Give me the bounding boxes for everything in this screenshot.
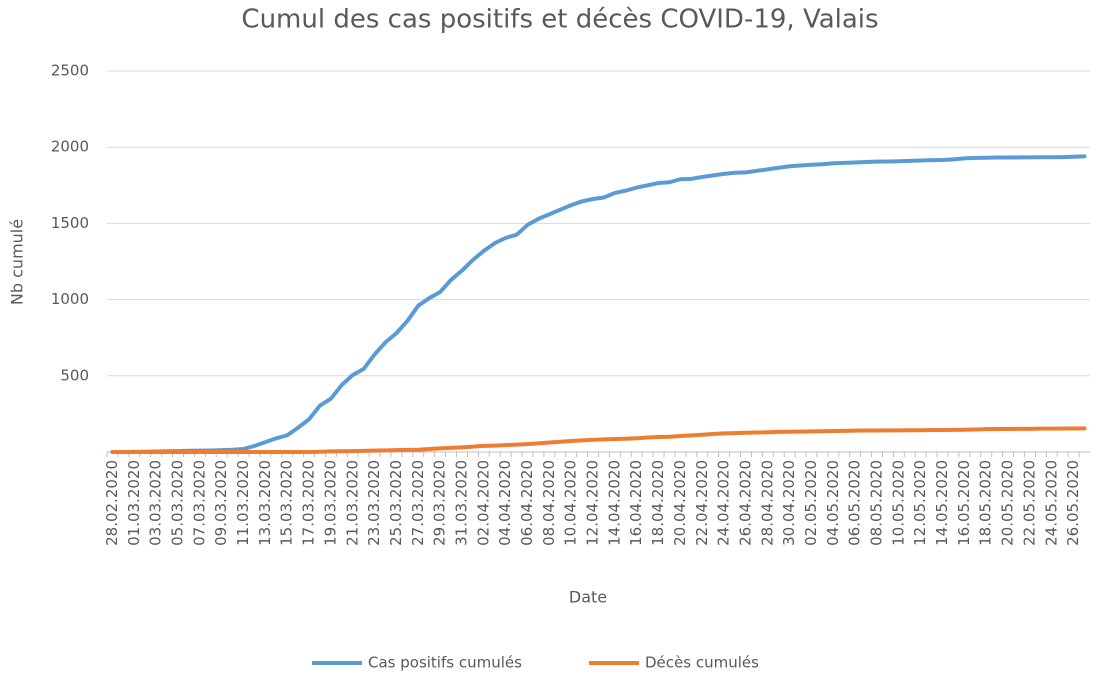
x-tick-label: 02.04.2020: [474, 460, 492, 546]
x-tick-label: 03.03.2020: [147, 460, 165, 546]
x-tick-label: 15.03.2020: [278, 460, 296, 546]
x-tick-label: 05.03.2020: [168, 460, 186, 546]
x-tick-label: 12.04.2020: [584, 460, 602, 546]
legend-label: Cas positifs cumulés: [368, 654, 522, 672]
x-tick-label: 02.05.2020: [802, 460, 820, 546]
series-line: [110, 426, 1087, 454]
x-tick-label: 06.05.2020: [846, 460, 864, 546]
x-tick-label: 14.04.2020: [605, 460, 623, 546]
x-tick-label: 12.05.2020: [911, 460, 929, 546]
x-tick-label: 20.04.2020: [671, 460, 689, 546]
series-line: [110, 154, 1087, 454]
x-tick-label: 10.05.2020: [889, 460, 907, 546]
x-tick-label: 11.03.2020: [234, 460, 252, 546]
x-tick-label: 27.03.2020: [409, 460, 427, 546]
x-tick-label: 18.05.2020: [977, 460, 995, 546]
y-tick-label: 2000: [51, 138, 89, 156]
x-tick-label: 24.04.2020: [715, 460, 733, 546]
x-tick-label: 29.03.2020: [431, 460, 449, 546]
x-tick-label: 30.04.2020: [780, 460, 798, 546]
y-tick-label: 2500: [51, 62, 89, 80]
x-tick-label: 13.03.2020: [256, 460, 274, 546]
x-tick-label: 26.05.2020: [1064, 460, 1082, 546]
x-tick-label: 18.04.2020: [649, 460, 667, 546]
x-tick-label: 04.05.2020: [824, 460, 842, 546]
x-tick-label: 31.03.2020: [452, 460, 470, 546]
x-tick-label: 21.03.2020: [343, 460, 361, 546]
x-tick-label: 23.03.2020: [365, 460, 383, 546]
x-tick-label: 14.05.2020: [933, 460, 951, 546]
x-tick-label: 22.04.2020: [693, 460, 711, 546]
y-tick-label: 1500: [51, 214, 89, 232]
x-tick-label: 10.04.2020: [562, 460, 580, 546]
x-tick-label: 28.02.2020: [103, 460, 121, 546]
x-tick-label: 22.05.2020: [1020, 460, 1038, 546]
x-tick-label: 09.03.2020: [212, 460, 230, 546]
x-tick-label: 07.03.2020: [190, 460, 208, 546]
legend-label: Décès cumulés: [645, 654, 759, 672]
chart-title: Cumul des cas positifs et décès COVID-19…: [241, 5, 878, 35]
x-tick-label: 08.05.2020: [868, 460, 886, 546]
y-tick-label: 500: [60, 366, 89, 384]
x-tick-label: 16.04.2020: [627, 460, 645, 546]
x-tick-label: 20.05.2020: [999, 460, 1017, 546]
y-axis-title: Nb cumulé: [8, 219, 27, 305]
x-tick-label: 04.04.2020: [496, 460, 514, 546]
x-tick-label: 17.03.2020: [300, 460, 318, 546]
x-tick-label: 16.05.2020: [955, 460, 973, 546]
x-tick-label: 01.03.2020: [125, 460, 143, 546]
x-tick-label: 26.04.2020: [736, 460, 754, 546]
x-tick-label: 24.05.2020: [1042, 460, 1060, 546]
x-tick-label: 06.04.2020: [518, 460, 536, 546]
x-axis-title: Date: [569, 588, 607, 607]
x-tick-label: 28.04.2020: [758, 460, 776, 546]
y-tick-label: 1000: [51, 290, 89, 308]
x-tick-label: 25.03.2020: [387, 460, 405, 546]
x-tick-label: 08.04.2020: [540, 460, 558, 546]
x-tick-label: 19.03.2020: [321, 460, 339, 546]
